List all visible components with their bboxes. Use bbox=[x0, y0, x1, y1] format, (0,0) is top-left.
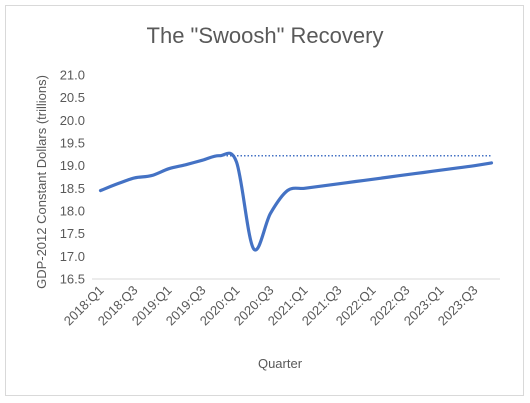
y-tick-label: 19.0 bbox=[60, 158, 85, 173]
y-tick-label: 20.0 bbox=[60, 113, 85, 128]
x-axis-label: Quarter bbox=[258, 356, 303, 371]
chart-frame: The "Swoosh" Recovery GDP-2012 Constant … bbox=[5, 5, 524, 396]
y-tick-label: 19.5 bbox=[60, 136, 85, 151]
series-group bbox=[98, 151, 494, 252]
x-axis-ticks: 2018:Q12018:Q32019:Q12019:Q32020:Q12020:… bbox=[61, 283, 481, 329]
y-tick-label: 18.5 bbox=[60, 181, 85, 196]
y-tick-label: 20.5 bbox=[60, 90, 85, 105]
y-axis-ticks: 16.5 17.0 17.5 18.0 18.5 19.0 19.5 20.0 20.5 21.0 bbox=[60, 68, 85, 287]
gdp-series-line bbox=[98, 151, 494, 252]
y-tick-label: 17.0 bbox=[60, 249, 85, 264]
y-tick-label: 18.0 bbox=[60, 204, 85, 219]
y-tick-label: 21.0 bbox=[60, 68, 85, 83]
y-tick-label: 17.5 bbox=[60, 226, 85, 241]
y-axis-label: GDP-2012 Constant Dollars (trillions) bbox=[34, 75, 49, 289]
chart-svg: The "Swoosh" Recovery GDP-2012 Constant … bbox=[34, 23, 500, 371]
chart-title: The "Swoosh" Recovery bbox=[147, 23, 384, 48]
y-tick-label: 16.5 bbox=[60, 272, 85, 287]
